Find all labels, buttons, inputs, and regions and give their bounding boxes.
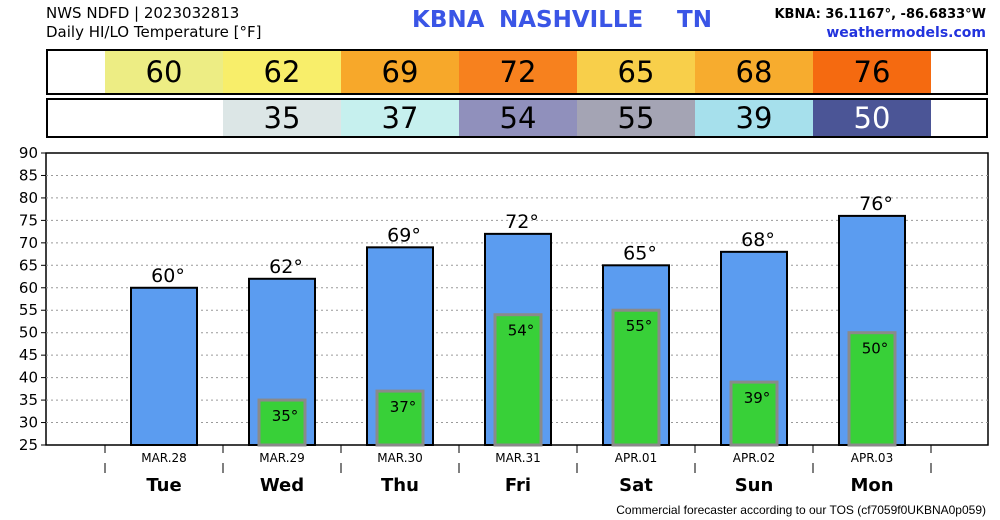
low-temp-strip: 35 37 54 55 39 50 [46,98,988,138]
low-temp-label: 55° [626,317,653,335]
x-date-label: MAR.28 [141,451,187,465]
y-tick-label: 85 [19,166,38,184]
high-temp-cell: 69 [341,51,459,93]
y-tick-label: 70 [19,234,38,252]
x-day-label: Tue [146,475,181,496]
chart-header: NWS NDFD | 2023032813 Daily HI/LO Temper… [46,4,262,42]
y-axis: 25 30 35 40 45 50 55 60 65 70 75 80 85 90 [19,144,46,454]
high-temp-label: 68° [741,229,775,251]
y-tick-label: 65 [19,256,38,274]
low-temp-bar [611,308,661,447]
high-temp-strip: 60 62 69 72 65 68 76 [46,49,988,95]
y-tick-label: 35 [19,391,38,409]
station-code: KBNA [412,7,485,33]
low-temp-cell [105,100,223,136]
low-temp-label: 37° [390,398,417,416]
x-day-label: Mon [850,475,893,496]
low-temp-cell: 39 [695,100,813,136]
low-temp-label: 39° [744,389,771,407]
low-temp-bar [493,313,543,447]
y-tick-label: 30 [19,414,38,432]
high-temp-cell: 65 [577,51,695,93]
station-info: KBNA: 36.1167°, -86.6833°W weathermodels… [774,6,986,42]
x-date-label: APR.02 [733,451,775,465]
y-tick-label: 40 [19,369,38,387]
product-line: NWS NDFD | 2023032813 [46,4,240,22]
x-date-label: MAR.29 [259,451,305,465]
low-temp-bar [729,380,779,447]
high-temp-cell: 68 [695,51,813,93]
low-temp-bar [375,389,425,447]
x-day-label: Thu [381,475,419,496]
bars: 60° 62° 35° 69° 37° 72° 54° 65° 55° 68° 39° 76° 50° [130,193,906,447]
low-temp-cell: 54 [459,100,577,136]
low-temp-cell: 37 [341,100,459,136]
x-date-label: MAR.30 [377,451,423,465]
site-link[interactable]: weathermodels.com [826,25,986,41]
x-day-label: Wed [260,475,304,496]
high-temp-label: 60° [151,265,185,287]
low-temp-label: 54° [508,322,535,340]
high-temp-label: 72° [505,211,539,233]
high-temp-cell: 76 [813,51,931,93]
y-tick-label: 75 [19,211,38,229]
y-tick-label: 25 [19,436,38,454]
high-temp-bar [130,286,198,446]
y-tick-label: 90 [19,144,38,162]
high-temp-cell: 62 [223,51,341,93]
high-temp-label: 69° [387,224,421,246]
station-coords: KBNA: 36.1167°, -86.6833°W [774,7,986,22]
x-day-label: Sat [619,475,653,496]
low-temp-cell: 35 [223,100,341,136]
y-tick-label: 45 [19,346,38,364]
x-date-label: APR.01 [615,451,657,465]
x-axis: MAR.28 Tue MAR.29 Wed MAR.30 Thu MAR.31 Fri APR.… [104,445,932,496]
low-temp-label: 50° [862,340,889,358]
y-tick-label: 50 [19,324,38,342]
footer-note: Commercial forecaster according to our T… [616,503,986,517]
low-temp-label: 35° [272,407,299,425]
low-temp-bar [257,398,307,447]
product-subtitle: Daily HI/LO Temperature [°F] [46,23,262,41]
high-temp-cell: 60 [105,51,223,93]
x-day-label: Fri [505,475,531,496]
x-date-label: MAR.31 [495,451,541,465]
station-state: TN [677,7,712,33]
high-temp-label: 76° [859,193,893,215]
high-temp-cell: 72 [459,51,577,93]
low-temp-cell: 55 [577,100,695,136]
x-date-label: APR.03 [851,451,893,465]
low-temp-cell: 50 [813,100,931,136]
y-tick-label: 60 [19,279,38,297]
high-temp-label: 62° [269,256,303,278]
station-name: NASHVILLE [499,7,644,33]
y-tick-label: 55 [19,301,38,319]
low-temp-bar [847,331,897,447]
high-temp-label: 65° [623,242,657,264]
y-tick-label: 80 [19,189,38,207]
x-day-label: Sun [735,475,774,496]
